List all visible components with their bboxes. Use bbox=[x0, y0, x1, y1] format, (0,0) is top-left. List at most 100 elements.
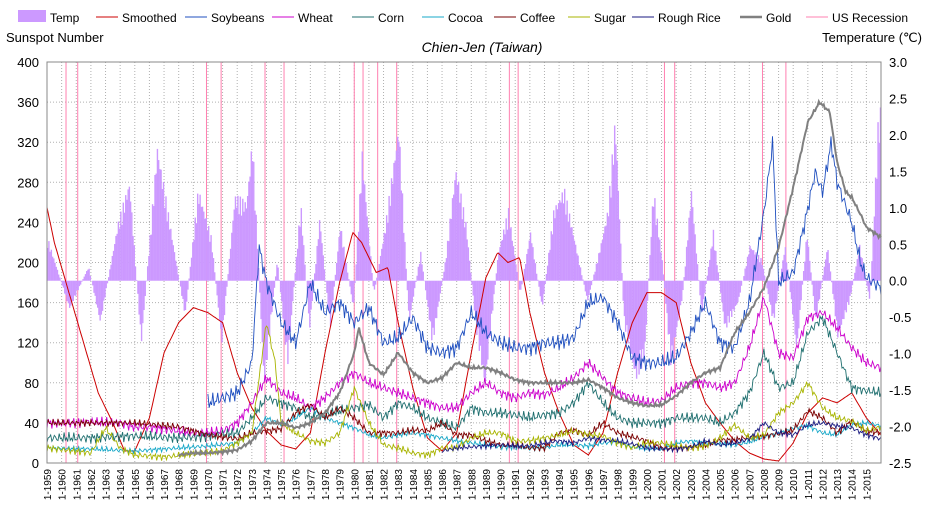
temp-bar bbox=[507, 208, 510, 281]
temp-bar bbox=[282, 280, 284, 319]
legend: Temp Smoothed Soybeans Wheat Corn Cocoa Coffee… bbox=[18, 10, 908, 25]
temp-bar bbox=[468, 260, 471, 281]
temp-bar bbox=[713, 250, 716, 281]
temp-bar bbox=[523, 268, 526, 281]
temp-bar bbox=[735, 280, 738, 305]
temp-bar bbox=[631, 280, 633, 354]
temp-bar bbox=[183, 280, 185, 311]
temp-bar bbox=[589, 280, 591, 290]
temp-bar bbox=[136, 279, 138, 281]
temp-bar bbox=[607, 216, 610, 281]
temp-bar bbox=[296, 248, 299, 281]
temp-bar bbox=[117, 221, 120, 281]
temp-bar bbox=[774, 280, 777, 304]
x-tick-label: 1-2015 bbox=[862, 469, 873, 501]
temp-bar bbox=[344, 260, 346, 281]
temp-bar bbox=[54, 262, 56, 281]
temp-bar bbox=[455, 172, 457, 281]
temp-bar bbox=[115, 235, 117, 281]
x-tick-label: 1-1959 bbox=[43, 469, 54, 501]
temp-bar bbox=[411, 280, 413, 303]
temp-bar bbox=[418, 263, 421, 281]
temp-bar bbox=[204, 218, 206, 281]
temp-bar bbox=[268, 280, 271, 337]
temp-bar bbox=[526, 254, 528, 281]
temp-bar bbox=[400, 190, 402, 281]
temp-bar bbox=[424, 280, 427, 291]
temp-bar bbox=[645, 280, 648, 325]
x-tick-label: 1-1998 bbox=[614, 469, 625, 501]
temp-bar bbox=[365, 202, 367, 281]
temp-bar bbox=[872, 232, 874, 281]
temp-bar bbox=[428, 280, 431, 320]
temp-bar bbox=[161, 189, 164, 281]
temp-bar bbox=[432, 280, 434, 328]
temp-bar bbox=[538, 280, 540, 287]
temp-bar bbox=[572, 235, 574, 281]
temp-bar bbox=[376, 277, 378, 281]
temp-bar bbox=[856, 259, 859, 281]
temp-bar bbox=[460, 193, 462, 281]
temp-bar bbox=[816, 280, 818, 317]
temp-bar bbox=[588, 280, 590, 296]
temp-bar bbox=[384, 233, 387, 281]
temp-bar bbox=[248, 181, 250, 281]
temp-bar bbox=[718, 280, 721, 283]
temp-bar bbox=[712, 229, 715, 281]
temp-bar bbox=[766, 280, 768, 289]
temp-bar bbox=[95, 280, 98, 305]
temp-bar bbox=[372, 280, 374, 287]
temp-bar bbox=[449, 218, 451, 281]
temp-bar bbox=[243, 211, 245, 281]
temp-bar bbox=[843, 280, 845, 320]
temp-bar bbox=[642, 280, 644, 350]
temp-bar bbox=[838, 280, 840, 330]
temp-bar bbox=[467, 247, 470, 281]
temp-bar bbox=[584, 280, 587, 292]
x-tick-label: 1-1991 bbox=[511, 469, 522, 501]
x-tick-label: 1-1985 bbox=[423, 469, 434, 501]
temp-bar bbox=[515, 264, 517, 281]
temp-bar bbox=[318, 220, 321, 281]
temp-bar bbox=[834, 280, 837, 317]
x-tick-label: 1-1988 bbox=[467, 469, 478, 501]
y-axis-right-title: Temperature (℃) bbox=[822, 30, 922, 45]
temp-bar bbox=[701, 280, 704, 312]
temp-bar bbox=[601, 240, 604, 281]
x-tick-label: 1-1977 bbox=[306, 469, 317, 501]
x-tick-label: 1-2011 bbox=[804, 469, 815, 500]
temp-bar bbox=[188, 278, 190, 281]
temp-bar bbox=[734, 280, 737, 307]
temp-bar bbox=[724, 280, 727, 324]
temp-bar bbox=[320, 231, 322, 281]
temp-bar bbox=[276, 264, 278, 281]
temp-bar bbox=[105, 280, 107, 289]
temp-bar bbox=[301, 235, 304, 281]
x-tick-label: 1-1996 bbox=[584, 469, 595, 501]
temp-bar bbox=[206, 230, 209, 281]
temp-bar bbox=[806, 239, 809, 281]
temp-bar bbox=[73, 280, 76, 296]
y-right-tick-label: -0.5 bbox=[889, 310, 911, 325]
temp-bar bbox=[99, 280, 101, 321]
temp-bar bbox=[166, 221, 168, 281]
temp-bar bbox=[298, 225, 300, 281]
temp-bar bbox=[571, 227, 573, 281]
temp-bar bbox=[820, 280, 822, 290]
temp-bar bbox=[398, 141, 400, 281]
temp-bar bbox=[561, 192, 563, 281]
temp-bar bbox=[76, 280, 78, 291]
temp-bar bbox=[733, 280, 735, 311]
y-right-tick-label: -2.0 bbox=[889, 420, 911, 435]
temp-bar bbox=[217, 280, 220, 308]
temp-bar bbox=[64, 280, 66, 294]
temp-bar bbox=[698, 279, 700, 281]
temp-bar bbox=[71, 280, 73, 302]
y-left-tick-label: 200 bbox=[17, 256, 39, 271]
series-line-coffee bbox=[46, 402, 882, 453]
temp-bar bbox=[111, 256, 114, 281]
temp-bar bbox=[555, 205, 557, 281]
temp-bar bbox=[142, 280, 144, 324]
temp-bar bbox=[812, 280, 815, 297]
